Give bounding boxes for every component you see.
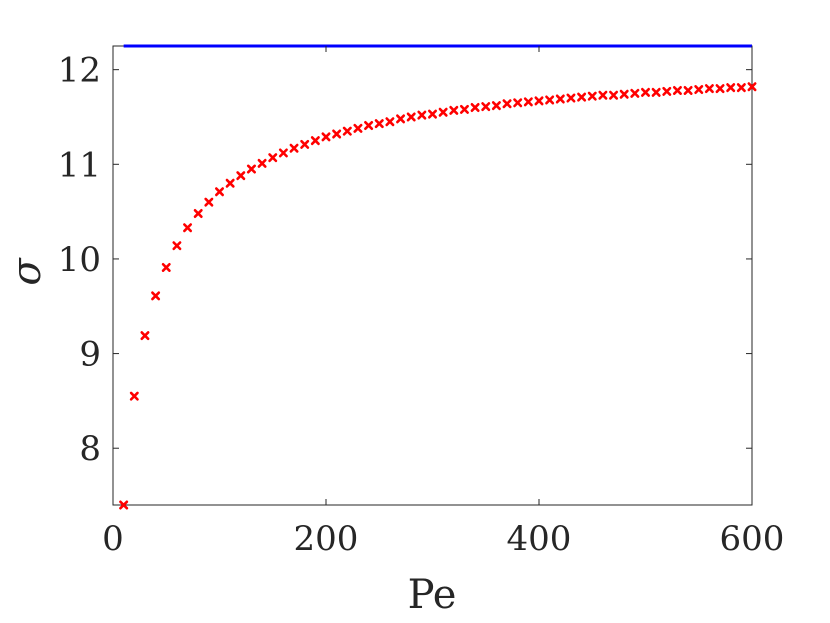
data-point (428, 109, 437, 119)
x-tick-label: 400 (507, 519, 572, 559)
data-point (364, 120, 374, 130)
data-point (459, 104, 469, 114)
data-point (161, 262, 171, 272)
data-point (374, 119, 384, 129)
data-point (630, 88, 640, 98)
data-point (300, 139, 310, 149)
data-point (321, 132, 331, 142)
data-point (502, 99, 512, 109)
data-point (449, 105, 459, 115)
data-point (332, 129, 342, 139)
data-point (683, 85, 693, 95)
data-point (204, 197, 214, 207)
data-point (641, 87, 650, 97)
data-point (651, 87, 661, 97)
data-point (513, 98, 523, 108)
data-point (587, 91, 597, 101)
data-point (140, 331, 150, 341)
data-point (417, 110, 427, 120)
data-point (225, 178, 235, 188)
data-point (193, 209, 203, 219)
data-point (470, 103, 480, 113)
data-point (236, 171, 246, 181)
data-point (257, 158, 267, 168)
data-point (598, 90, 608, 100)
data-point (183, 223, 193, 233)
plot-area (112, 44, 757, 510)
data-point (406, 112, 416, 122)
data-point (609, 90, 619, 100)
x-axis: 0 200 400 600 (102, 46, 784, 559)
data-point (523, 97, 533, 107)
data-point (396, 114, 406, 124)
data-point (119, 500, 129, 510)
data-point (289, 143, 299, 153)
data-point (491, 101, 501, 111)
data-point (310, 136, 320, 146)
y-axis: 8 9 10 11 12 (58, 51, 752, 469)
data-point (747, 82, 757, 92)
data-point (215, 187, 224, 197)
data-point (172, 241, 182, 251)
data-point (726, 83, 736, 93)
data-point (672, 85, 682, 95)
y-axis-label: σ (4, 257, 50, 286)
data-point (534, 96, 544, 106)
y-tick-label: 12 (58, 51, 101, 91)
data-point (278, 148, 288, 158)
y-tick-label: 8 (79, 429, 101, 469)
data-point (619, 89, 629, 99)
x-axis-label: Pe (408, 572, 457, 618)
data-point (715, 84, 725, 94)
data-point (481, 102, 491, 112)
data-point (545, 95, 555, 105)
y-tick-label: 9 (79, 335, 101, 375)
y-tick-label: 10 (58, 240, 101, 280)
x-tick-label: 200 (294, 519, 359, 559)
data-point (353, 123, 363, 133)
data-point (577, 92, 587, 102)
data-point (662, 86, 672, 96)
data-point (385, 117, 395, 127)
data-point (268, 153, 278, 163)
data-point (129, 391, 139, 401)
data-point (736, 83, 746, 93)
data-point (342, 126, 352, 136)
data-point (694, 85, 704, 95)
data-point (566, 93, 576, 103)
data-point (555, 94, 565, 104)
data-point (438, 107, 448, 117)
data-point (246, 164, 256, 174)
data-point (151, 291, 161, 301)
x-tick-label: 0 (102, 519, 124, 559)
y-tick-label: 11 (58, 145, 101, 185)
x-tick-label: 600 (720, 519, 785, 559)
data-point (704, 84, 714, 94)
